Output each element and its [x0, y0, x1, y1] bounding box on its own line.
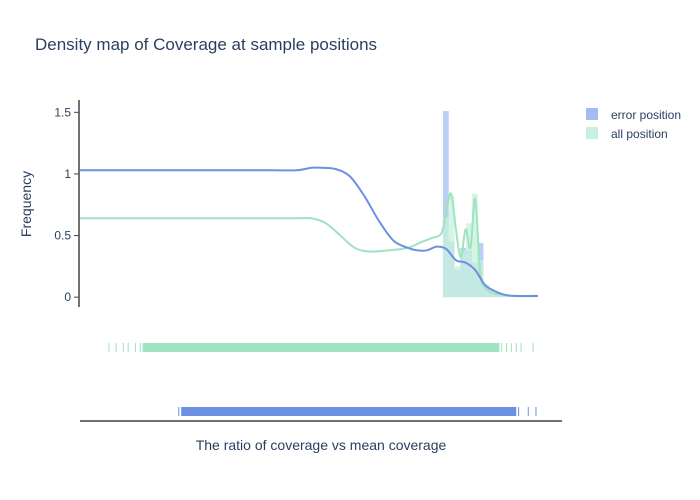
y-tick-label: 1	[64, 167, 71, 181]
histogram-bar-all-position[interactable]	[454, 266, 461, 298]
chart-title: Density map of Coverage at sample positi…	[35, 35, 377, 54]
histogram-bar-all-position[interactable]	[448, 196, 455, 298]
histogram-bar-all-position[interactable]	[495, 294, 505, 298]
y-axis-label: Frequency	[18, 171, 34, 237]
histogram-bar-all-position[interactable]	[460, 250, 467, 298]
rug-band-error-position	[181, 407, 517, 416]
legend-label-all-position[interactable]: all position	[611, 127, 668, 141]
histogram-bar-all-position[interactable]	[489, 293, 496, 298]
histogram-bar-all-position[interactable]	[471, 193, 478, 298]
legend[interactable]: error position all position	[586, 108, 681, 141]
histogram-bars	[442, 111, 536, 298]
x-axis-label: The ratio of coverage vs mean coverage	[196, 437, 447, 453]
histogram-bar-all-position[interactable]	[466, 223, 472, 298]
y-tick-label: 1.5	[54, 105, 71, 119]
density-curves	[80, 166, 538, 298]
histogram-bar-all-position[interactable]	[483, 284, 490, 298]
y-axis-ticks: 0 0.5 1 1.5	[54, 105, 79, 304]
rug-band-all-position	[142, 343, 500, 352]
legend-swatch-all-position[interactable]	[586, 127, 598, 139]
legend-label-error-position[interactable]: error position	[611, 108, 681, 122]
legend-swatch-error-position[interactable]	[586, 108, 598, 120]
y-tick-label: 0	[64, 290, 71, 304]
histogram-bar-all-position[interactable]	[442, 217, 449, 298]
density-curve-error-position[interactable]	[80, 166, 538, 298]
rug-plots	[108, 343, 537, 416]
y-tick-label: 0.5	[54, 229, 71, 243]
histogram-bar-error-position[interactable]	[442, 111, 449, 298]
